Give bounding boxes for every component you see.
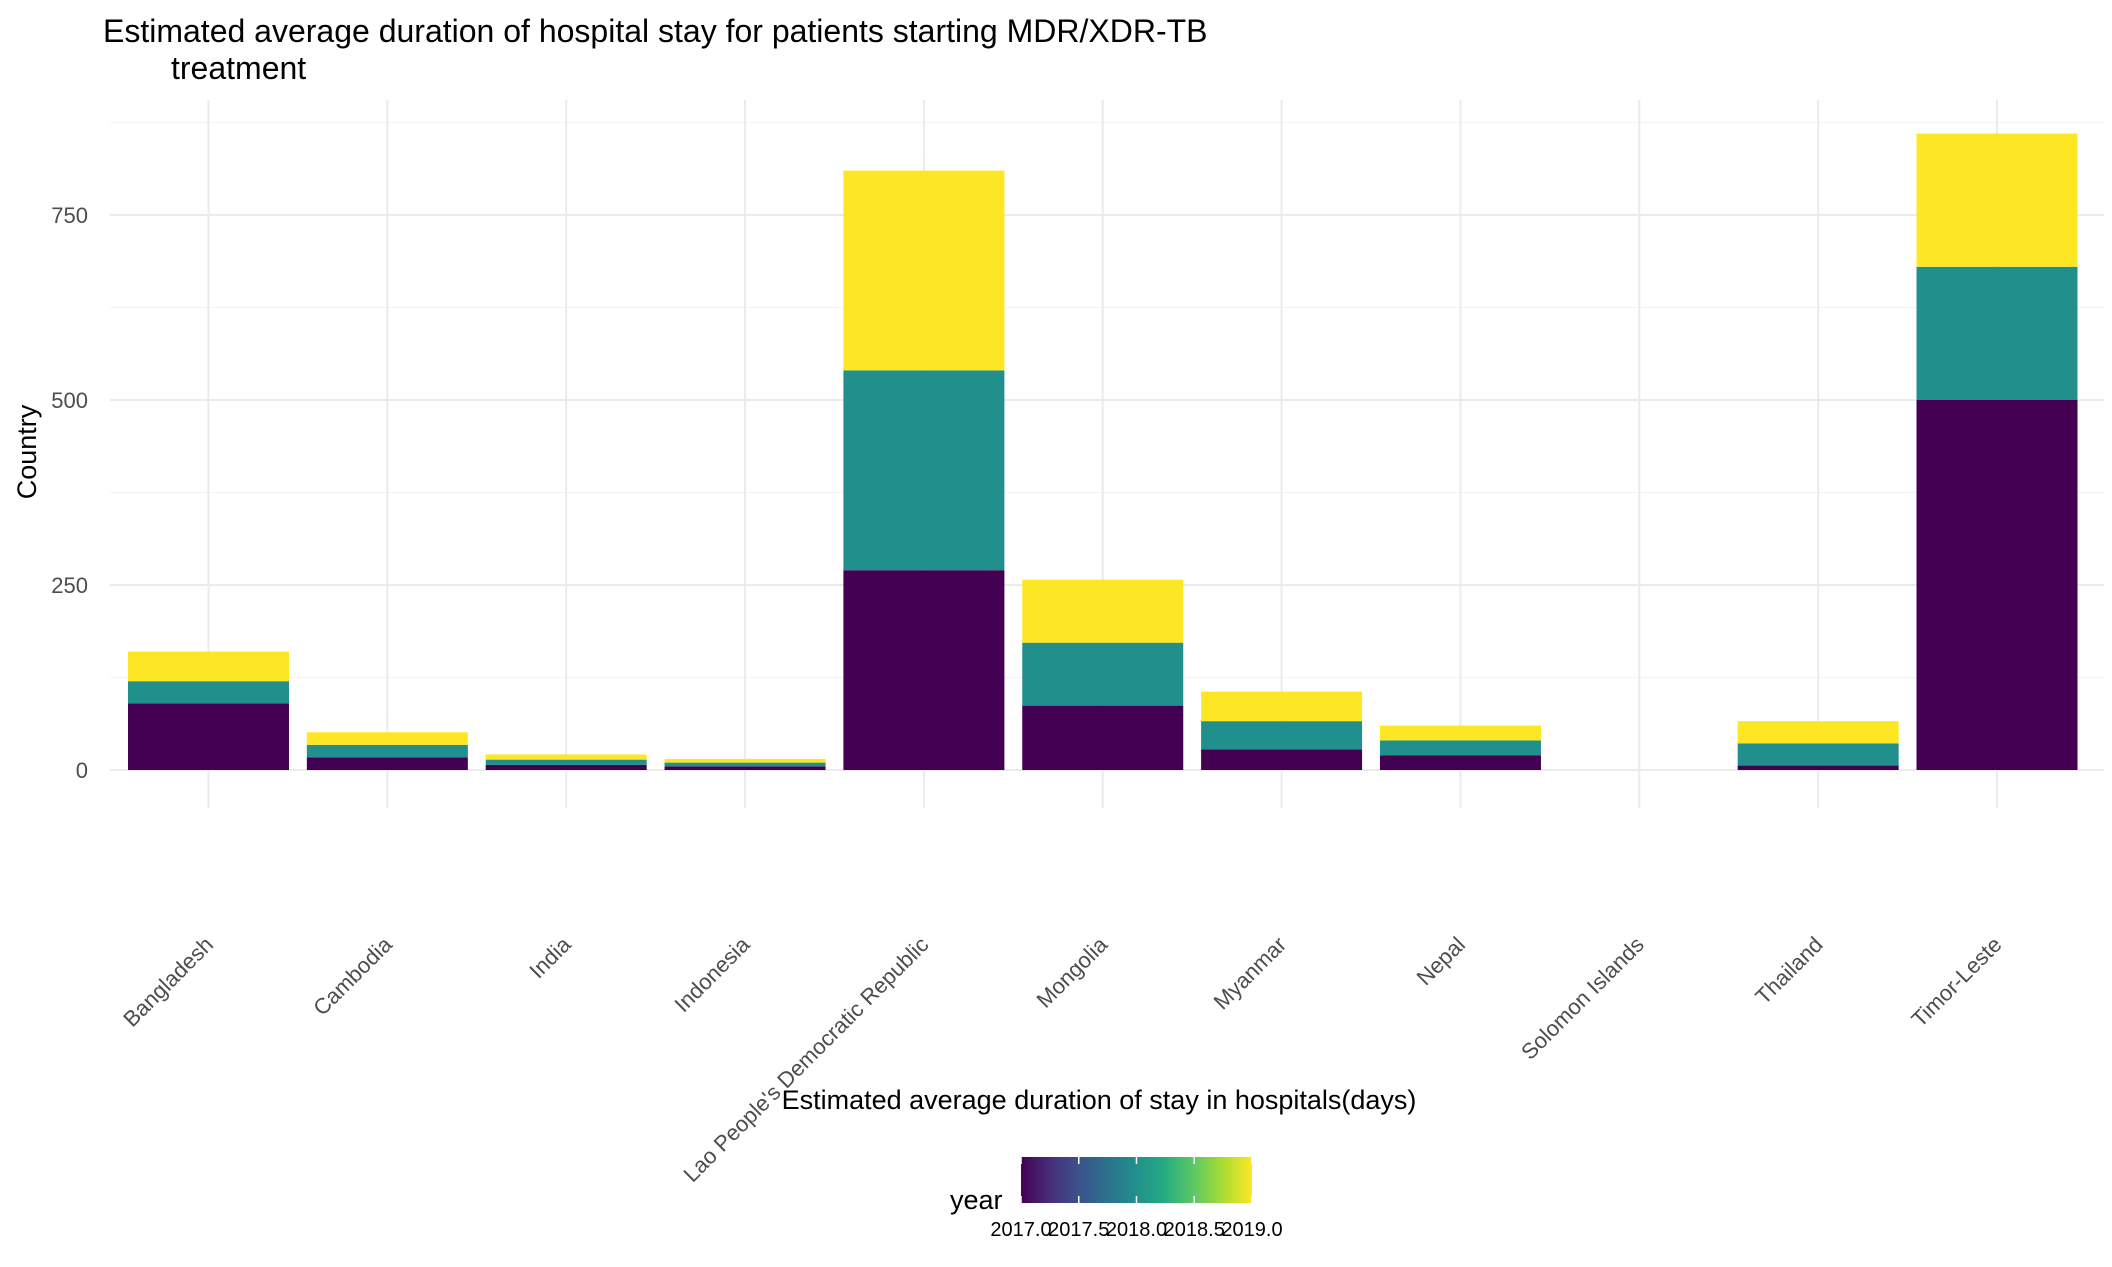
bar-segment	[1916, 133, 2078, 267]
x-tick-label: Bangladesh	[118, 932, 218, 1032]
y-tick-label: 0	[76, 758, 88, 783]
x-tick-label: Myanmar	[1209, 932, 1292, 1015]
bar-segment	[485, 754, 647, 760]
y-tick-label: 750	[51, 203, 88, 228]
bar-segment	[306, 757, 468, 770]
x-tick-label: Thailand	[1750, 932, 1827, 1009]
bar-segment	[1737, 721, 1899, 744]
bar-segment	[1022, 579, 1184, 643]
y-tick-label: 250	[51, 573, 88, 598]
bar-segment	[1916, 400, 2078, 770]
legend-colorbar	[1021, 1157, 1252, 1203]
legend-title: year	[950, 1185, 1003, 1215]
bar-segment	[843, 370, 1005, 571]
x-tick-label: Cambodia	[308, 931, 397, 1020]
legend-tick-label: 2017.5	[1048, 1219, 1109, 1241]
x-tick-label: Nepal	[1412, 932, 1470, 990]
bar-segment	[128, 651, 289, 682]
bar-segment	[485, 764, 647, 770]
bar-segment	[664, 766, 826, 770]
x-tick-label: Mongolia	[1031, 931, 1112, 1012]
bar-segment	[128, 703, 289, 770]
bar-segment	[1379, 725, 1541, 741]
y-tick-label: 500	[51, 388, 88, 413]
bar-segment	[843, 570, 1005, 770]
legend-tick-label: 2018.0	[1106, 1219, 1167, 1241]
bar-segment	[1201, 721, 1363, 750]
bar-segment	[1737, 743, 1899, 766]
x-tick-label: India	[524, 931, 576, 983]
bar-segment	[1737, 765, 1899, 770]
bar-segment	[306, 744, 468, 758]
bar-segment	[1022, 642, 1184, 706]
chart-title-line2: treatment	[171, 50, 306, 86]
bar-segment	[843, 170, 1005, 371]
bar-segment	[1022, 705, 1184, 770]
bars	[128, 133, 2078, 770]
bar-segment	[485, 759, 647, 765]
x-tick-label: Timor-Leste	[1906, 932, 2006, 1032]
legend-tick-label: 2019.0	[1221, 1219, 1282, 1241]
x-axis-title: Estimated average duration of stay in ho…	[782, 1085, 1417, 1115]
bar-segment	[664, 758, 826, 763]
bar-segment	[128, 681, 289, 704]
bar-segment	[1201, 691, 1363, 722]
bar-segment	[1379, 740, 1541, 756]
y-axis-ticks: 0 250 500 750	[51, 203, 88, 783]
chart-title-line1: Estimated average duration of hospital s…	[103, 13, 1207, 49]
bar-segment	[1201, 749, 1363, 770]
x-tick-label: Indonesia	[669, 931, 755, 1017]
legend-tick-label: 2018.5	[1164, 1219, 1225, 1241]
bar-segment	[306, 732, 468, 745]
bar-segment	[1916, 266, 2078, 400]
bar-segment	[1379, 755, 1541, 770]
y-axis-title: Country	[12, 404, 42, 499]
bar-segment	[664, 762, 826, 767]
x-tick-label: Solomon Islands	[1516, 932, 1649, 1065]
legend-tick-label: 2017.0	[990, 1219, 1051, 1241]
